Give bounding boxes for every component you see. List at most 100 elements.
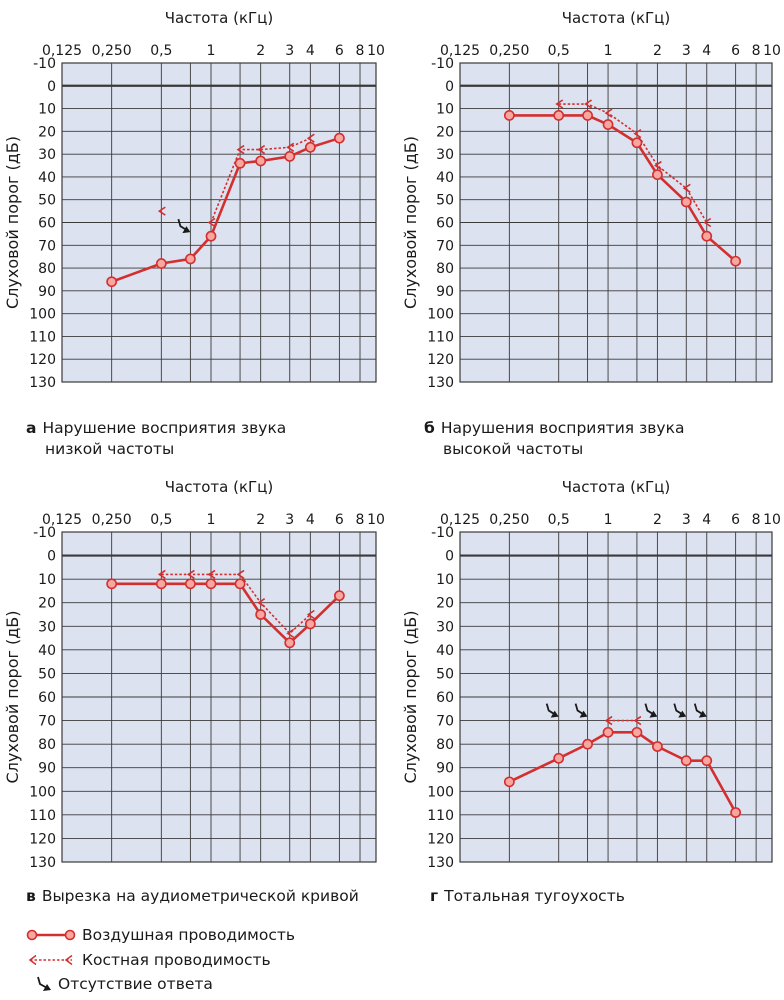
x-tick-label: 0,5 [548, 43, 570, 59]
y-tick-label: 20 [436, 124, 454, 140]
caption-a-line1: Нарушение восприятия звука [42, 419, 287, 437]
y-axis-title: Слуховой порог (дБ) [3, 610, 22, 783]
y-tick-label: 90 [436, 284, 454, 300]
y-tick-label: 120 [427, 831, 454, 847]
x-tick-label: 3 [285, 512, 294, 528]
bone-conduction-point [286, 142, 295, 152]
no-response-arrow-icon [673, 703, 687, 718]
x-tick-label: 2 [256, 512, 265, 528]
x-tick-label: 1 [207, 512, 216, 528]
air-conduction-point [582, 110, 593, 121]
legend-air-conduction: Воздушная проводимость [26, 924, 295, 946]
y-tick-label: 80 [38, 261, 56, 277]
air-conduction-point [255, 155, 267, 167]
no-response-arrow-icon [693, 703, 707, 718]
air-conduction-point [602, 726, 614, 738]
y-tick-label: 60 [436, 690, 454, 706]
air-conduction-point [602, 119, 614, 130]
air-conduction-point [503, 776, 515, 788]
air-conduction-point [701, 755, 713, 767]
bone-conduction-point [633, 128, 642, 139]
air-conduction-point [503, 110, 515, 121]
plot-frame [459, 62, 773, 383]
x-tick-label: 8 [356, 512, 365, 528]
air-conduction-point [730, 255, 742, 267]
y-tick-label: 130 [427, 375, 454, 391]
air-conduction-point [631, 726, 643, 738]
air-conduction-point [234, 157, 246, 169]
x-tick-label: 3 [285, 43, 294, 59]
y-tick-label: 40 [436, 643, 454, 659]
x-tick-label: 8 [356, 43, 365, 59]
air-conduction-point [155, 578, 167, 590]
x-tick-label: 10 [763, 43, 781, 59]
y-tick-label: -10 [431, 525, 454, 541]
x-tick-label: 10 [367, 512, 385, 528]
no-response-arrow-icon [644, 703, 658, 718]
x-tick-label: 8 [752, 43, 761, 59]
x-tick-label: 6 [731, 43, 740, 59]
y-tick-label: 60 [38, 690, 56, 706]
air-conduction-point [106, 578, 118, 590]
x-tick-label: 4 [702, 43, 711, 59]
y-tick-label: 0 [47, 79, 56, 95]
air-conduction-point [333, 590, 345, 602]
y-tick-label: 20 [38, 124, 56, 140]
legend-no-response: Отсутствие ответа [34, 973, 213, 995]
air-conduction-point [106, 276, 118, 288]
air-conduction-symbol [26, 929, 76, 941]
y-tick-label: 80 [436, 737, 454, 753]
y-tick-label: 10 [38, 572, 56, 588]
air-conduction-point [553, 110, 565, 121]
x-tick-label: 0,125 [440, 512, 480, 528]
x-tick-label: 1 [604, 43, 613, 59]
air-conduction-point [652, 741, 663, 752]
y-tick-label: 50 [436, 193, 454, 209]
y-tick-label: 120 [29, 352, 56, 368]
air-conduction-point [284, 637, 296, 649]
y-tick-label: 30 [436, 147, 454, 163]
x-tick-label: 1 [207, 43, 216, 59]
x-axis-title: Частота (кГц) [562, 9, 670, 27]
x-axis-title: Частота (кГц) [165, 9, 273, 27]
bone-conduction-point [257, 598, 266, 608]
air-conduction-point [652, 169, 663, 181]
air-conduction-point [631, 137, 643, 149]
y-tick-label: 100 [427, 307, 454, 323]
x-tick-label: 2 [256, 43, 265, 59]
bone-conduction-line [161, 573, 311, 635]
x-tick-label: 6 [731, 512, 740, 528]
caption-c-letter: в [26, 887, 36, 905]
x-tick-label: 0,125 [440, 43, 480, 59]
y-tick-label: 70 [436, 238, 454, 254]
y-axis-title: Слуховой порог (дБ) [3, 136, 22, 309]
bone-conduction-point [584, 99, 593, 109]
air-conduction-point [680, 196, 692, 208]
y-tick-label: 0 [47, 549, 56, 565]
air-conduction-point [205, 230, 217, 242]
y-tick-label: -10 [431, 56, 454, 72]
x-axis-title: Частота (кГц) [562, 478, 670, 496]
air-conduction-point [184, 578, 196, 590]
air-conduction-point [234, 578, 246, 590]
bone-conduction-point [207, 569, 216, 580]
y-tick-label: 130 [29, 855, 56, 871]
y-tick-label: 10 [38, 102, 56, 118]
bone-conduction-point [682, 183, 691, 193]
plot-frame [61, 62, 377, 383]
bone-conduction-point [157, 206, 166, 216]
y-tick-label: 40 [38, 170, 56, 186]
caption-c: в Вырезка на аудиометрической кривой [26, 886, 426, 907]
y-tick-label: 10 [436, 102, 454, 118]
x-tick-label: 10 [367, 43, 385, 59]
y-tick-label: 110 [427, 808, 454, 824]
x-tick-label: 6 [335, 512, 344, 528]
bone-conduction-point [186, 569, 195, 580]
caption-b: б Нарушения восприятия звука высокой част… [424, 418, 754, 460]
x-tick-label: 0,125 [42, 512, 82, 528]
x-tick-label: 4 [306, 43, 315, 59]
bone-conduction-point [703, 217, 712, 228]
legend-air-label: Воздушная проводимость [82, 926, 296, 944]
caption-a-letter: а [26, 419, 37, 437]
y-tick-label: -10 [33, 56, 56, 72]
